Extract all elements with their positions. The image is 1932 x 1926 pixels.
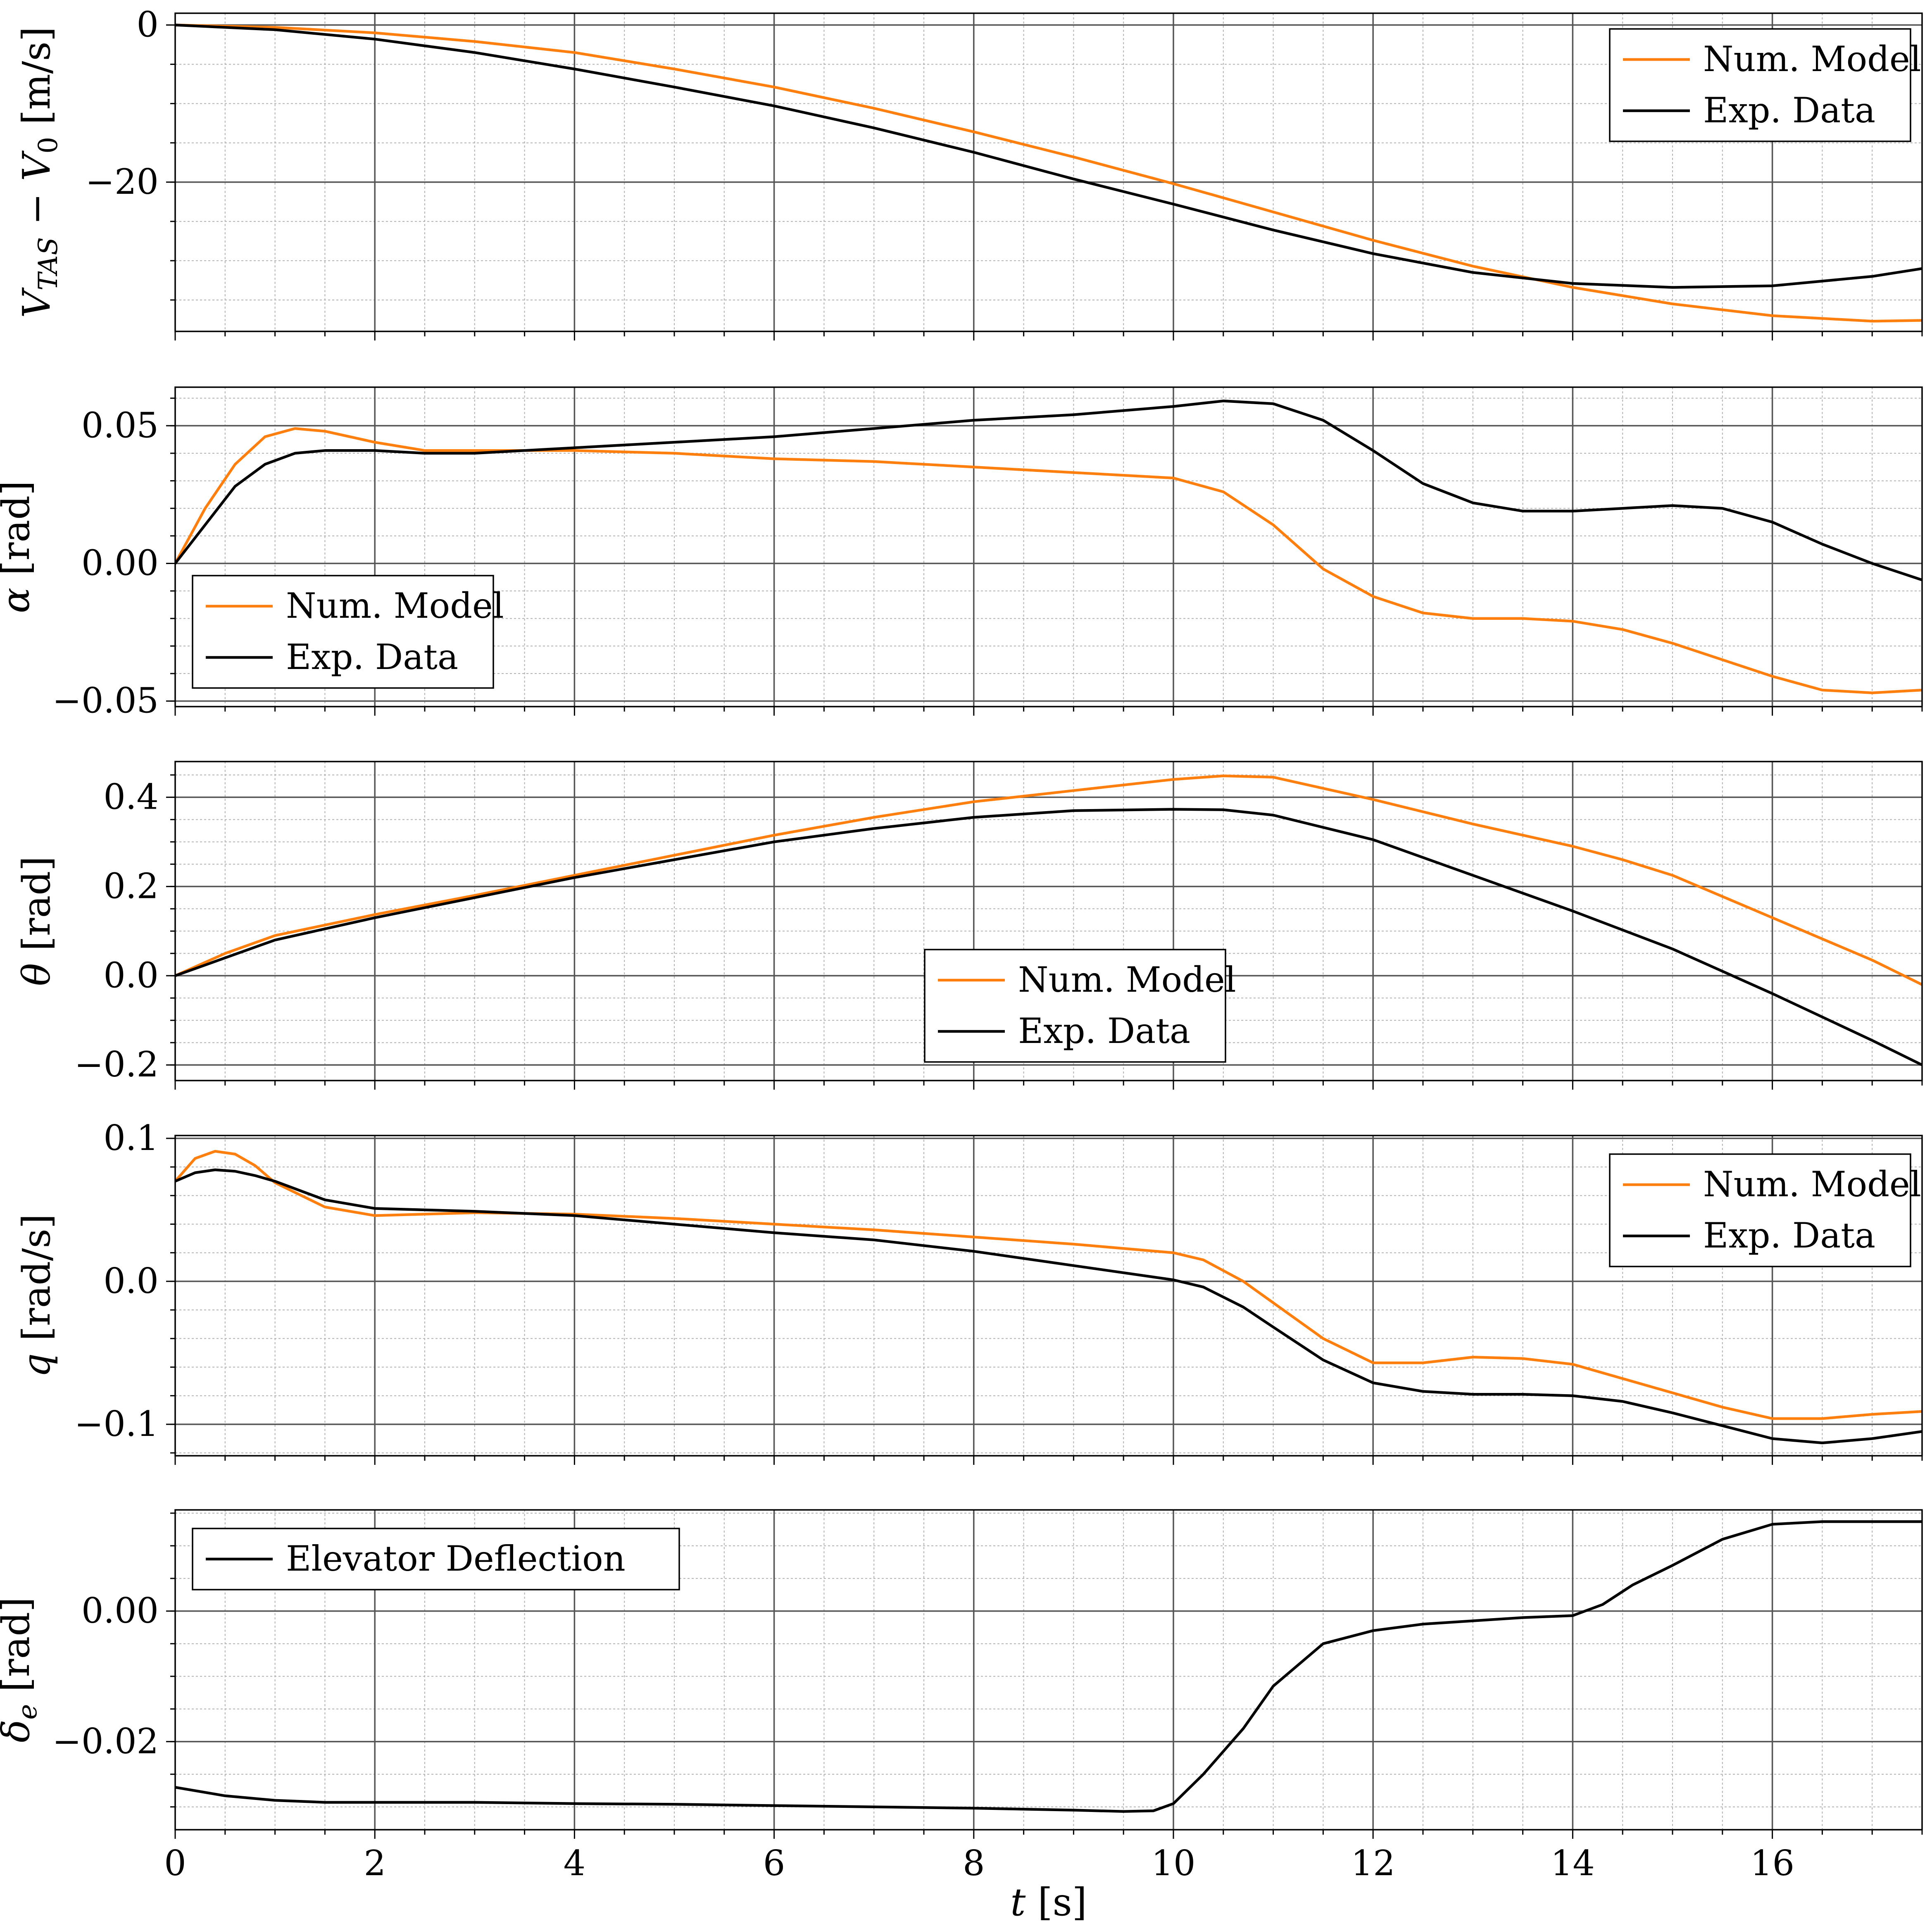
x-tick-label: 2 [364,1843,385,1883]
legend-entry: Num. Model [286,586,504,626]
plot-frame [174,12,1923,332]
legend-entry: Num. Model [1018,959,1236,1000]
legend-box [192,575,494,689]
legend-box [192,1528,680,1590]
y-axis-label: θ [rad] [14,856,59,986]
series-line-exp-data [175,400,1922,581]
y-tick-label: 0.0 [103,1261,159,1301]
legend-entry: Exp. Data [1703,90,1875,131]
x-tick-label: 8 [963,1843,985,1883]
x-ticks [174,707,1923,716]
plot-frame [174,1135,1923,1457]
y-axis-label: α [rad] [0,481,38,613]
x-ticks [174,331,1923,340]
y-tick-label: 0 [137,5,159,45]
y-tick-label: −0.02 [52,1721,159,1762]
series-line-num-model [175,774,1922,986]
legend-entry: Elevator Deflection [286,1538,626,1579]
y-tick-label: −0.05 [52,681,159,721]
y-tick-label: −0.1 [74,1404,159,1444]
y-tick-label: 0.05 [81,405,159,445]
plot-frame [174,386,1923,707]
legend-box [1609,28,1911,142]
y-axis-label: VTAS − V0 [m/s] [14,27,64,318]
legend-box [924,949,1226,1063]
y-axis-label: δe [rad] [0,1597,43,1743]
plot-frame [174,761,1923,1081]
series-line-exp-data [175,808,1922,1067]
legend-box [1609,1153,1911,1267]
series-line-exp-data [175,1168,1922,1445]
x-tick-label: 14 [1551,1843,1595,1883]
y-tick-label: 0.4 [103,776,159,817]
legend-entry: Num. Model [1703,1164,1921,1205]
y-ticks [166,1138,175,1454]
y-tick-label: −20 [86,162,159,202]
y-tick-label: 0.00 [81,543,159,583]
y-tick-label: 0.2 [103,866,159,906]
x-tick-label: 4 [564,1843,585,1883]
x-ticks [174,1081,1923,1090]
y-tick-label: 0.0 [103,955,159,995]
major-grid [175,13,1922,331]
x-tick-label: 16 [1750,1843,1794,1883]
major-grid [175,1136,1922,1456]
panel-1: 0 −20 VTAS − V0 [m/s] Num. Model Exp. Data [14,5,1923,340]
series-line-num-model [175,24,1922,323]
y-ticks [166,24,175,301]
y-ticks [166,1512,175,1808]
series-line-elevator-deflection [175,1520,1922,1813]
legend: Num. Model Exp. Data [1609,1153,1921,1267]
y-axis-label: q [rad/s] [14,1214,59,1378]
series-line-exp-data [175,24,1922,289]
y-ticks [166,398,175,702]
panel-3: 0.4 0.2 0.0 −0.2 θ [rad] Num. Model Exp. Data [14,761,1923,1090]
legend: Elevator Deflection [192,1528,680,1590]
x-tick-label: 6 [763,1843,785,1883]
x-axis-label: t [s] [1010,1880,1087,1924]
legend: Num. Model Exp. Data [192,575,504,689]
legend-entry: Exp. Data [286,637,458,677]
panel-5: 0.00 −0.02δe [rad] 0 2 4 6 8 10 12 14 16 Elevator D… [0,1509,1923,1883]
x-tick-label: 10 [1152,1843,1196,1883]
x-ticks [174,1830,1923,1839]
panel-4: 0.1 0.0 −0.1 q [rad/s] Num. Model Exp. Data [14,1118,1923,1465]
x-tick-label: 12 [1351,1843,1395,1883]
x-tick-label: 0 [164,1843,186,1883]
series-line-num-model [175,1150,1922,1420]
panel-2: 0.05 0.00 −0.05 α [rad] Num. Model Exp. Data [0,386,1923,721]
major-grid [175,1510,1922,1830]
x-ticks [174,1456,1923,1465]
y-ticks [166,774,175,1066]
series-line-num-model [175,427,1922,694]
legend-entry: Exp. Data [1703,1215,1875,1256]
legend-entry: Exp. Data [1018,1011,1190,1051]
y-tick-label: −0.2 [74,1044,159,1085]
legend-entry: Num. Model [1703,39,1921,79]
major-grid [175,387,1922,707]
legend: Num. Model Exp. Data [1609,28,1921,142]
legend: Num. Model Exp. Data [924,949,1236,1063]
plot-frame [174,1509,1923,1831]
y-tick-label: 0.1 [103,1118,159,1158]
y-tick-label: 0.00 [81,1590,159,1631]
